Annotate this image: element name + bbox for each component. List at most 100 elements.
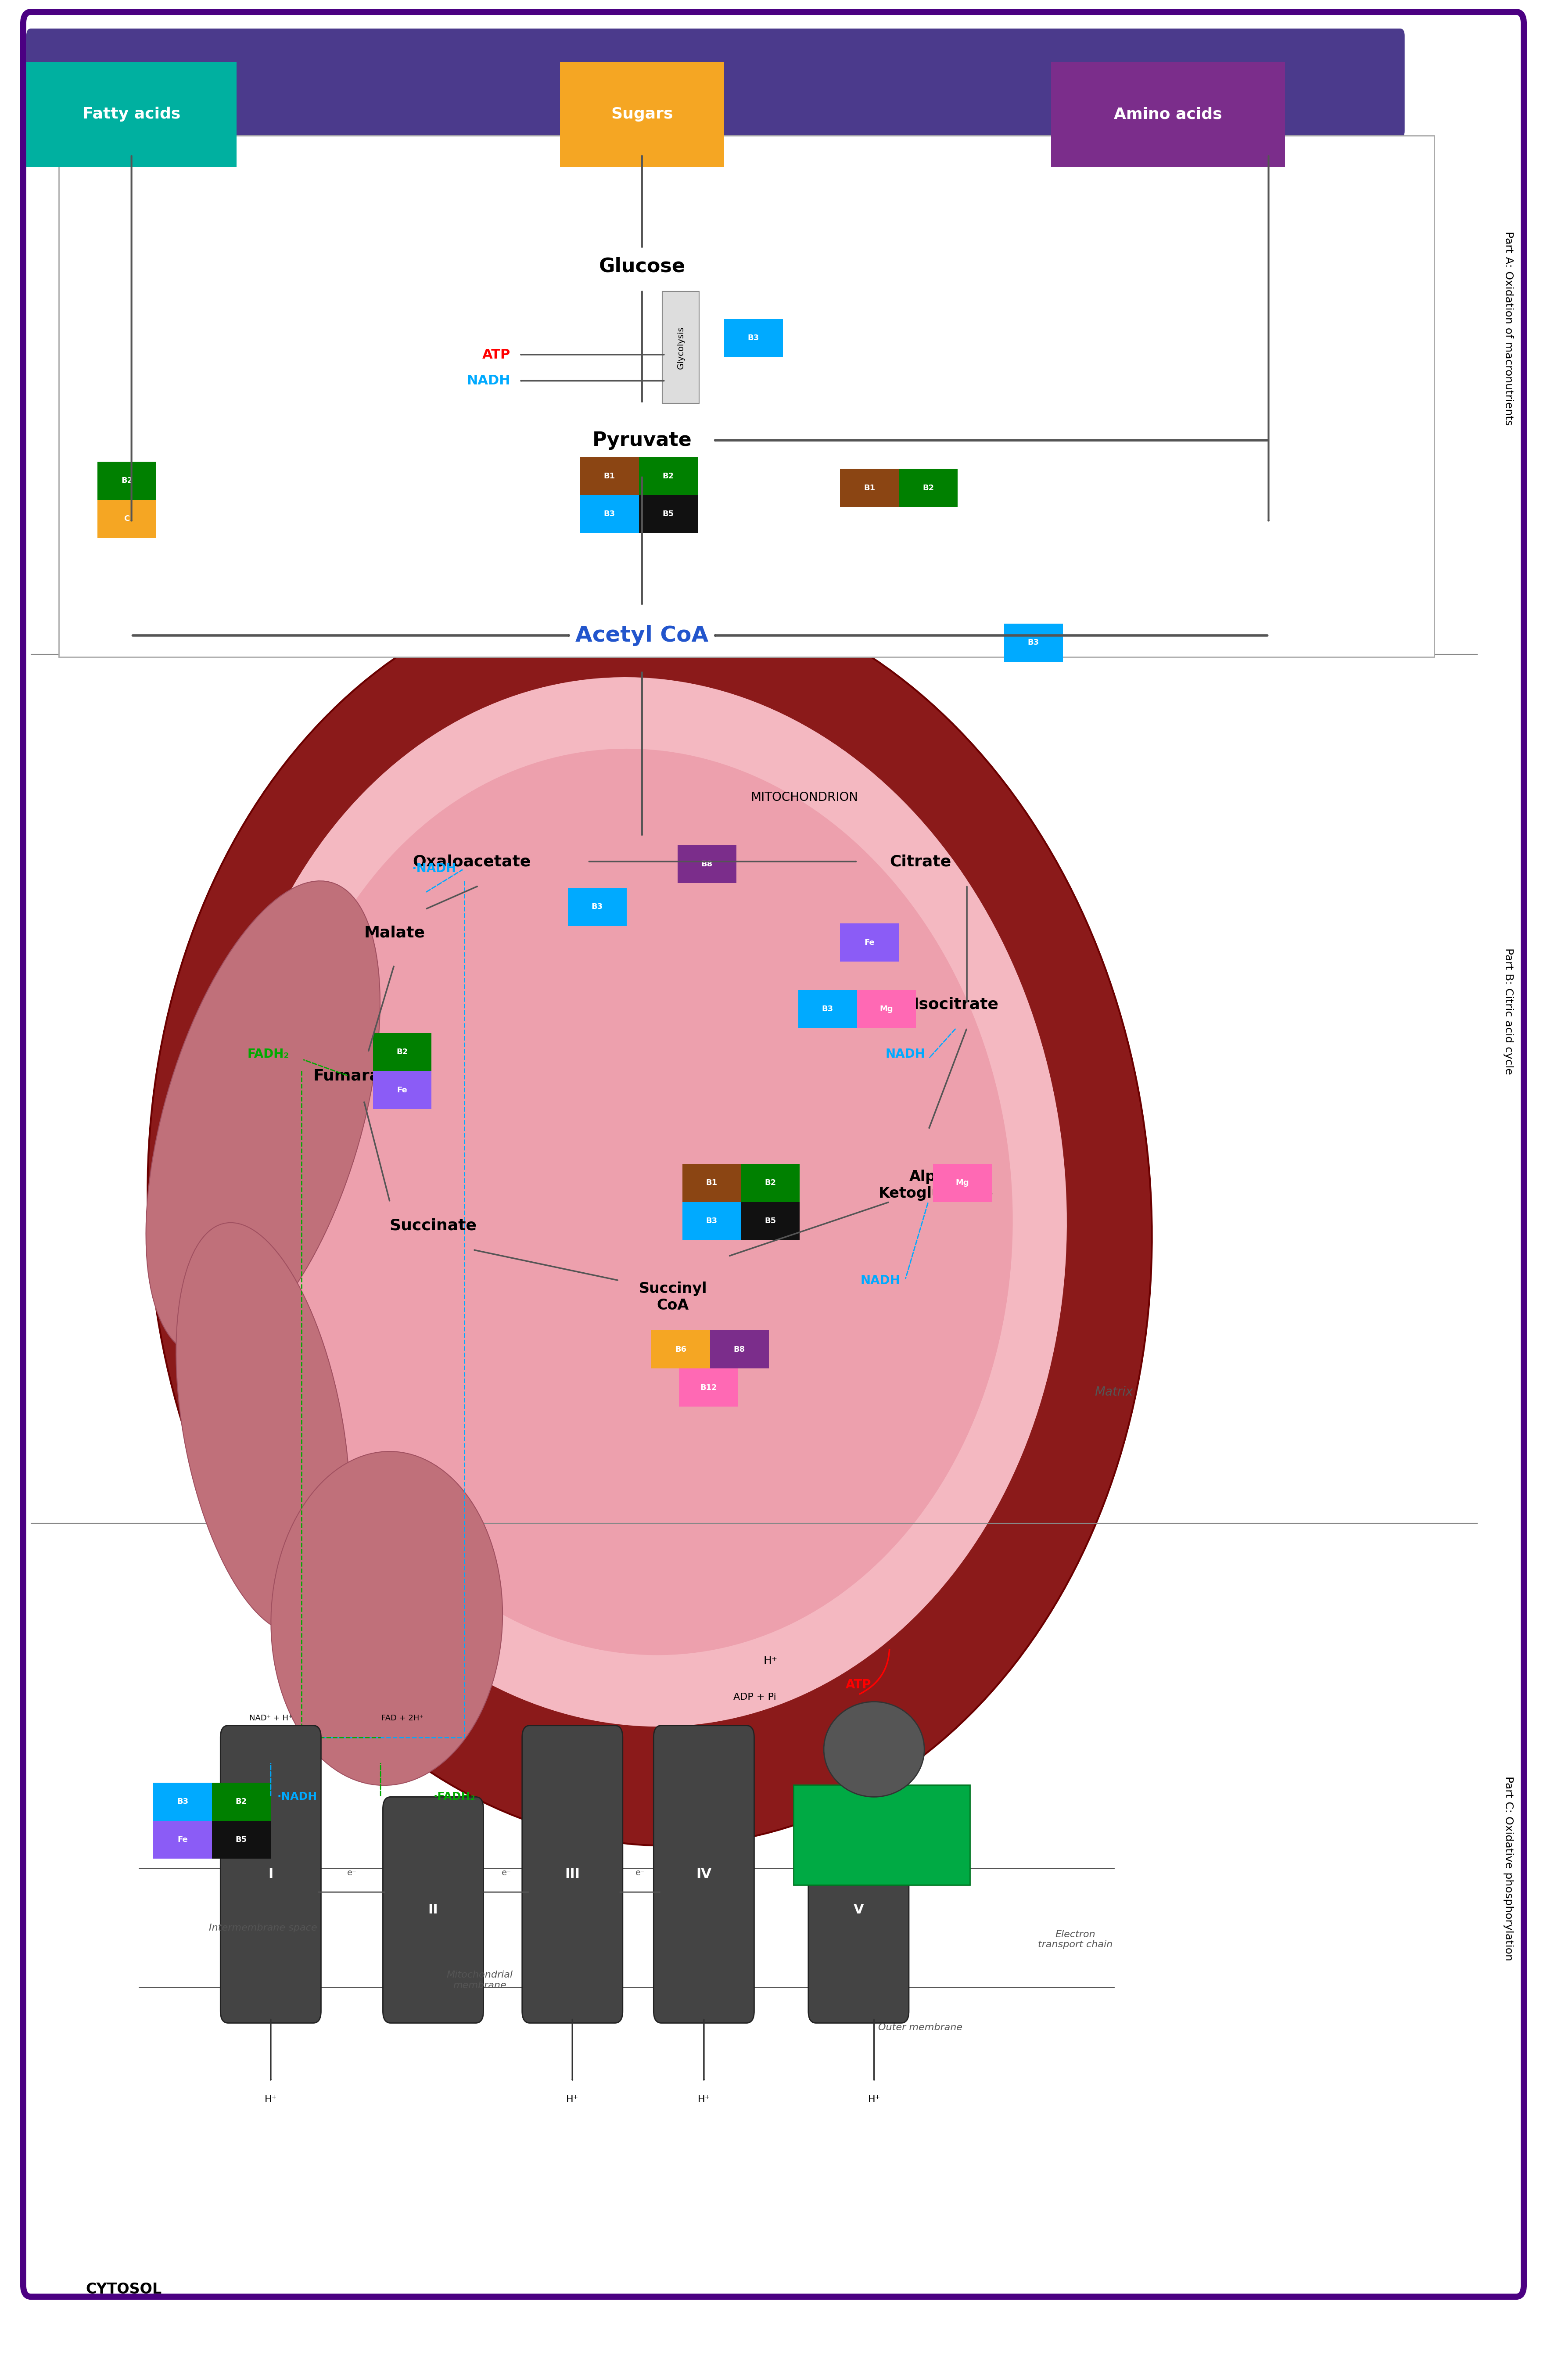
Text: B3: B3: [747, 333, 760, 343]
Text: ·NADH: ·NADH: [277, 1792, 317, 1802]
FancyBboxPatch shape: [741, 1202, 800, 1240]
Text: Succinate: Succinate: [390, 1219, 476, 1233]
Text: e⁻: e⁻: [636, 1868, 645, 1878]
Text: Acetyl CoA: Acetyl CoA: [575, 626, 709, 645]
FancyBboxPatch shape: [97, 462, 156, 500]
Text: Isocitrate: Isocitrate: [913, 997, 999, 1012]
FancyBboxPatch shape: [212, 1821, 271, 1859]
Text: B2: B2: [764, 1178, 777, 1188]
Text: NAD⁺ + H⁺: NAD⁺ + H⁺: [249, 1714, 292, 1723]
Text: B2: B2: [662, 471, 674, 481]
Text: Succinyl
CoA: Succinyl CoA: [639, 1280, 707, 1314]
Text: I: I: [268, 1868, 274, 1880]
FancyBboxPatch shape: [639, 495, 698, 533]
Text: B8: B8: [733, 1345, 746, 1354]
Text: B1: B1: [705, 1178, 718, 1188]
Text: B1: B1: [863, 483, 876, 493]
FancyBboxPatch shape: [153, 1783, 212, 1821]
FancyBboxPatch shape: [741, 1164, 800, 1202]
Text: B2: B2: [922, 483, 934, 493]
FancyBboxPatch shape: [212, 1783, 271, 1821]
Text: Fatty acids: Fatty acids: [82, 107, 181, 121]
Ellipse shape: [271, 750, 1013, 1654]
FancyBboxPatch shape: [840, 469, 899, 507]
Text: B1: B1: [603, 471, 616, 481]
Text: Fe: Fe: [398, 1085, 407, 1095]
FancyBboxPatch shape: [580, 457, 639, 495]
FancyBboxPatch shape: [840, 923, 899, 962]
FancyBboxPatch shape: [899, 469, 958, 507]
Text: C: C: [124, 514, 130, 524]
FancyBboxPatch shape: [1052, 62, 1284, 167]
Text: B12: B12: [701, 1383, 716, 1392]
FancyBboxPatch shape: [373, 1033, 432, 1071]
Text: ·NADH: ·NADH: [412, 862, 456, 876]
Text: Oxaloacetate: Oxaloacetate: [413, 854, 531, 869]
Text: ATP: ATP: [483, 347, 511, 362]
FancyBboxPatch shape: [653, 1726, 755, 2023]
Text: B3: B3: [176, 1797, 189, 1806]
FancyBboxPatch shape: [521, 1726, 622, 2023]
Text: B5: B5: [235, 1835, 248, 1844]
Text: B5: B5: [764, 1216, 777, 1226]
Text: Mitochondrial
membrane: Mitochondrial membrane: [447, 1971, 512, 1990]
FancyBboxPatch shape: [26, 29, 1405, 138]
Text: e⁻: e⁻: [347, 1868, 357, 1878]
Text: B3: B3: [1027, 638, 1040, 647]
Text: NADH: NADH: [467, 374, 511, 388]
Text: Pyruvate: Pyruvate: [593, 431, 692, 450]
Text: CYTOSOL: CYTOSOL: [85, 2282, 162, 2297]
Text: Citrate: Citrate: [890, 854, 951, 869]
Text: Malate: Malate: [364, 926, 425, 940]
Text: FAD + 2H⁺: FAD + 2H⁺: [381, 1714, 424, 1723]
Text: Alpha-
Ketoglutarate: Alpha- Ketoglutarate: [879, 1169, 993, 1202]
FancyBboxPatch shape: [560, 62, 724, 167]
Ellipse shape: [823, 1702, 925, 1797]
Text: Mg: Mg: [880, 1004, 893, 1014]
Text: NADH: NADH: [860, 1273, 900, 1288]
FancyBboxPatch shape: [794, 1785, 970, 1885]
Ellipse shape: [271, 1452, 503, 1785]
FancyBboxPatch shape: [710, 1330, 769, 1368]
FancyBboxPatch shape: [682, 1164, 741, 1202]
Text: Matrix: Matrix: [1095, 1385, 1132, 1399]
Text: Electron
transport chain: Electron transport chain: [1038, 1930, 1112, 1949]
Text: B5: B5: [662, 509, 674, 519]
Text: e⁻: e⁻: [501, 1868, 512, 1878]
Text: Fumarate: Fumarate: [312, 1069, 399, 1083]
FancyBboxPatch shape: [678, 845, 736, 883]
Text: H⁺: H⁺: [566, 2094, 579, 2104]
Text: H⁺: H⁺: [265, 2094, 277, 2104]
Text: B8: B8: [701, 859, 713, 869]
FancyBboxPatch shape: [373, 1071, 432, 1109]
FancyBboxPatch shape: [26, 62, 237, 167]
Ellipse shape: [145, 881, 381, 1357]
Text: B3: B3: [591, 902, 603, 912]
Text: NADH: NADH: [885, 1047, 925, 1061]
Text: Glucose: Glucose: [599, 257, 685, 276]
Ellipse shape: [147, 581, 1153, 1847]
Text: B3: B3: [603, 509, 616, 519]
FancyBboxPatch shape: [809, 1797, 910, 2023]
Text: IV: IV: [696, 1868, 712, 1880]
Text: MITOCHONDRION: MITOCHONDRION: [750, 790, 859, 804]
Text: FADH₂: FADH₂: [248, 1047, 289, 1061]
Text: B6: B6: [674, 1345, 687, 1354]
Text: Part C: Oxidative phosphorylation: Part C: Oxidative phosphorylation: [1504, 1775, 1513, 1961]
Text: Mg: Mg: [956, 1178, 968, 1188]
Text: Fe: Fe: [178, 1835, 187, 1844]
FancyBboxPatch shape: [1004, 624, 1063, 662]
Text: ADP + Pi: ADP + Pi: [733, 1692, 777, 1702]
Text: III: III: [565, 1868, 580, 1880]
Text: Amino acids: Amino acids: [1114, 107, 1222, 121]
FancyBboxPatch shape: [568, 888, 627, 926]
Text: B3: B3: [705, 1216, 718, 1226]
Text: B3: B3: [821, 1004, 834, 1014]
Text: Part A: Oxidation of macronutrients: Part A: Oxidation of macronutrients: [1504, 231, 1513, 426]
Ellipse shape: [217, 678, 1067, 1726]
FancyBboxPatch shape: [220, 1726, 322, 2023]
Text: Sugars: Sugars: [611, 107, 673, 121]
FancyBboxPatch shape: [639, 457, 698, 495]
Text: V: V: [854, 1904, 863, 1916]
FancyBboxPatch shape: [651, 1330, 710, 1368]
